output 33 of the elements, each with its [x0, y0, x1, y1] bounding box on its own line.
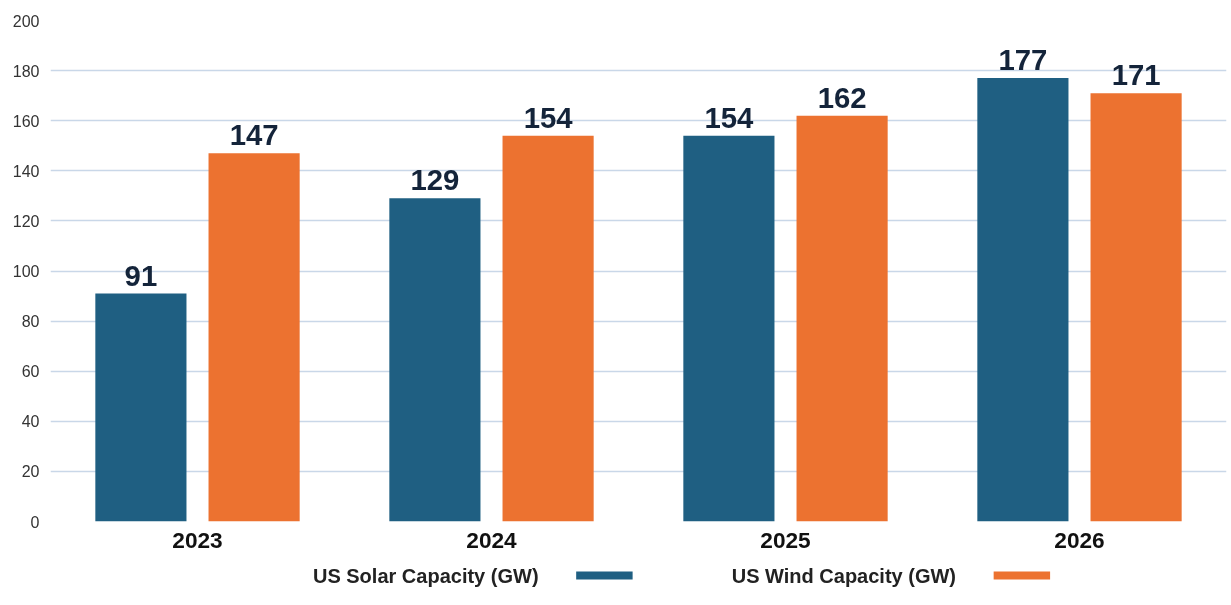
x-tick-label: 2023 — [172, 526, 223, 553]
y-tick-label: 120 — [12, 212, 40, 230]
bar — [502, 135, 594, 522]
data-label: 147 — [229, 118, 279, 152]
bar — [95, 293, 187, 522]
data-label: 129 — [410, 163, 460, 197]
bar — [977, 78, 1069, 522]
data-label: 171 — [1111, 58, 1161, 92]
y-tick-label: 200 — [12, 12, 40, 30]
legend-label: US Wind Capacity (GW) — [731, 564, 957, 587]
y-tick-label: 160 — [12, 112, 40, 130]
bar — [1090, 93, 1182, 522]
y-tick-label: 180 — [12, 62, 40, 80]
x-tick-label: 2026 — [1054, 526, 1105, 553]
y-tick-label: 80 — [21, 313, 40, 331]
data-label: 91 — [124, 258, 158, 292]
bar — [389, 198, 481, 522]
y-tick-label: 140 — [12, 162, 40, 180]
y-tick-label: 40 — [21, 413, 40, 431]
x-tick-label: 2024 — [466, 526, 518, 553]
y-tick-label: 0 — [30, 513, 40, 531]
data-label: 154 — [704, 100, 755, 134]
y-tick-label: 20 — [21, 463, 40, 481]
data-label: 177 — [998, 43, 1048, 77]
x-tick-label: 2025 — [760, 526, 811, 553]
bar — [796, 115, 888, 522]
y-tick-label: 100 — [12, 263, 40, 280]
bar — [683, 135, 775, 522]
data-label: 162 — [817, 80, 867, 114]
bar — [208, 153, 300, 522]
y-tick-label: 60 — [21, 363, 40, 381]
legend-label: US Solar Capacity (GW) — [312, 564, 539, 587]
data-label: 154 — [523, 100, 574, 134]
